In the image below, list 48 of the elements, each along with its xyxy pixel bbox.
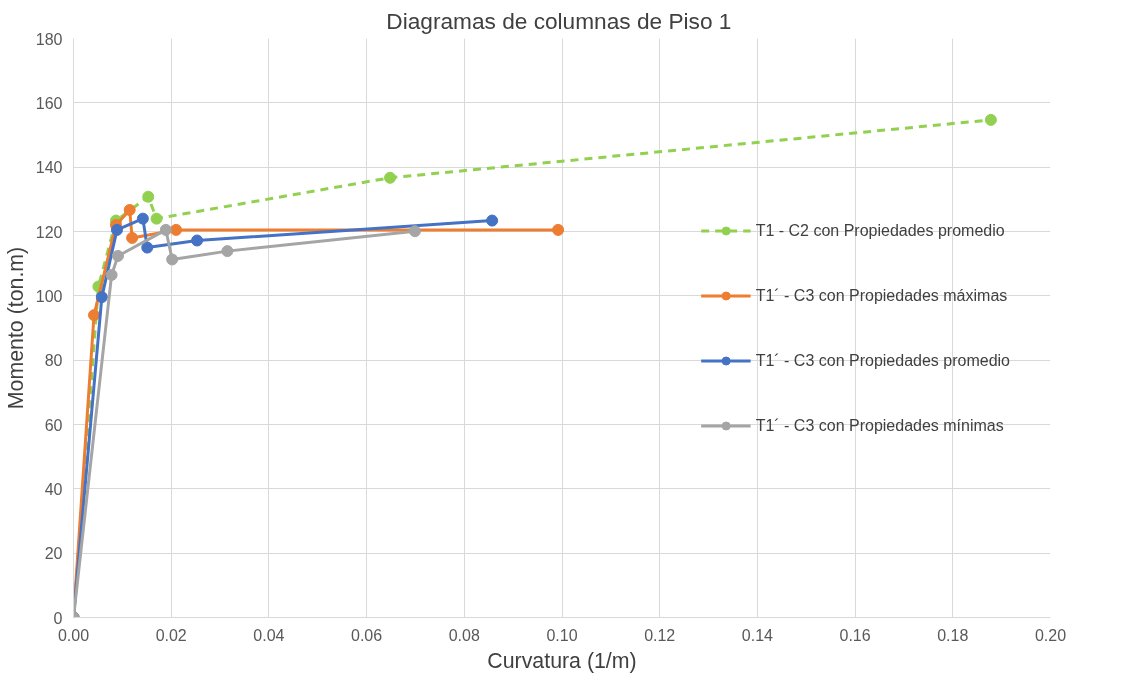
point [110,223,123,236]
point [221,245,234,258]
x-axis-title: Curvatura (1/m) [487,648,637,673]
point [142,190,155,203]
point [486,214,499,227]
y-tick-label: 80 [44,352,63,370]
x-tick-label: 0.00 [57,626,90,644]
point [105,268,118,281]
y-axis-title: Momento (ton.m) [3,246,28,410]
point [141,241,154,254]
x-tick-label: 0.16 [839,626,871,644]
y-tick-label: 180 [35,30,63,48]
legend-label: T1 - C2 con Propiedades promedio [755,221,1005,239]
y-tick-label: 120 [35,223,63,241]
legend-label: T1´ - C3 con Propiedades máximas [755,286,1008,304]
y-tick-label: 40 [44,480,63,498]
point [170,223,183,236]
x-tick-label: 0.18 [937,626,969,644]
x-tick-label: 0.20 [1034,626,1067,644]
x-tick-label: 0.04 [253,626,285,644]
y-tick-label: 100 [35,287,63,305]
x-tick-label: 0.14 [741,626,774,644]
legend-label: T1´ - C3 con Propiedades promedio [755,351,1010,369]
x-tick-label: 0.10 [546,626,578,644]
point [136,212,149,225]
x-tick-label: 0.06 [351,626,383,644]
point [126,231,139,244]
point [95,291,108,304]
y-tick-label: 60 [44,416,63,434]
point [166,253,179,266]
point [150,212,163,225]
x-tick-label: 0.12 [644,626,676,644]
point [123,203,136,216]
y-tick-label: 140 [35,159,63,177]
point [552,223,565,236]
chart-title: Diagramas de columnas de Piso 1 [386,7,732,34]
point [111,249,124,262]
point [384,171,397,184]
point [191,234,204,247]
y-tick-label: 20 [44,545,63,563]
y-tick-label: 160 [35,94,63,112]
legend-label: T1´ - C3 con Propiedades mínimas [755,416,1004,434]
y-tick-label: 0 [53,609,63,627]
x-tick-label: 0.08 [448,626,480,644]
x-tick-label: 0.02 [155,626,187,644]
point [984,113,997,126]
point [408,225,421,238]
point [159,223,172,236]
